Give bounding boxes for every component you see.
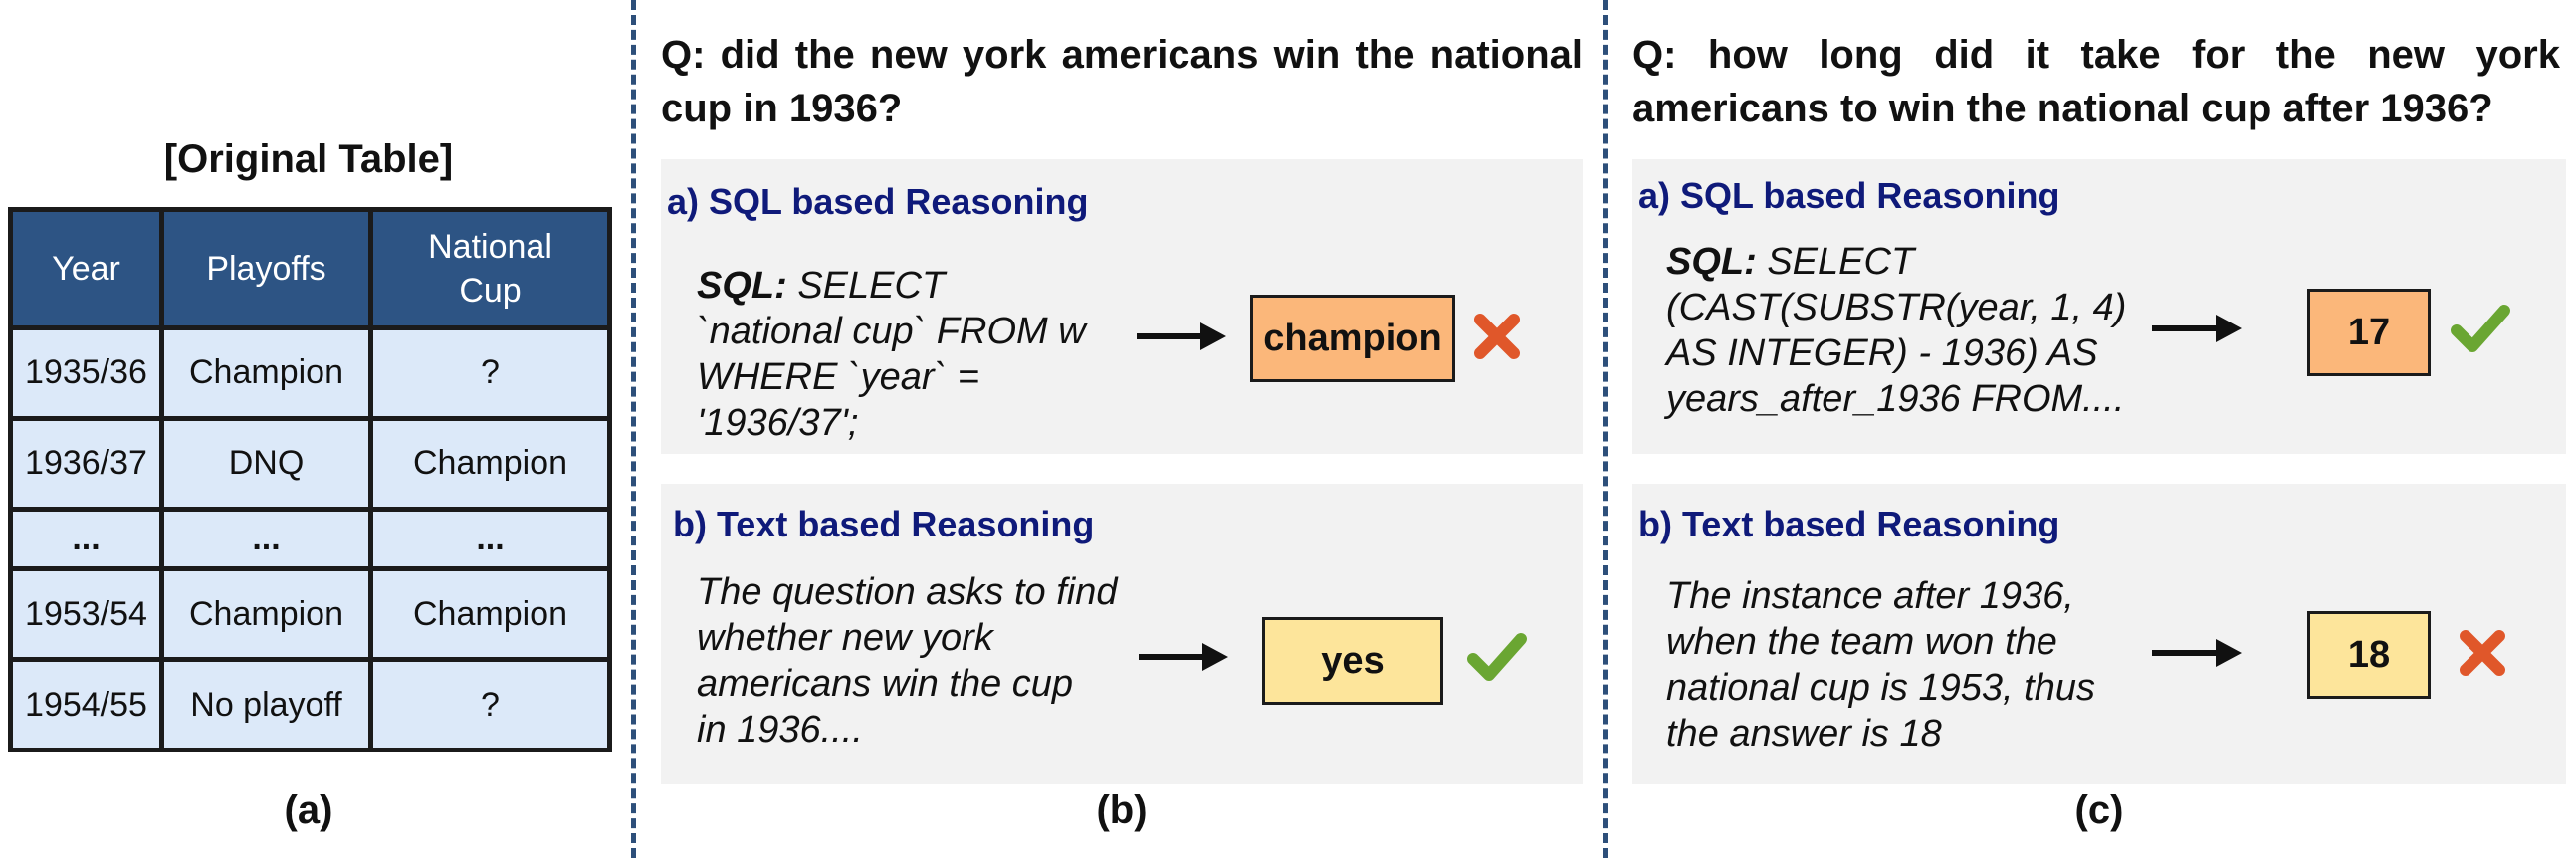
reasoning-line: The question asks to find	[697, 571, 1118, 613]
caption-b: (b)	[1096, 788, 1148, 832]
table-header-row: Year Playoffs National Cup	[8, 207, 612, 330]
check-icon	[1467, 631, 1527, 683]
table-row: 1954/55 No playoff ?	[8, 657, 612, 752]
table-cell: 1936/37	[8, 415, 164, 512]
table-cell: Champion	[368, 415, 612, 512]
text-reasoning-c: The instance after 1936, when the team w…	[1666, 573, 2164, 756]
reasoning-line: the answer is 18	[1666, 713, 1942, 754]
header-national-cup: National Cup	[368, 207, 612, 330]
cross-icon	[1471, 311, 1523, 362]
sql-line: SELECT	[786, 265, 946, 307]
caption-a: (a)	[284, 788, 333, 832]
table-row: 1935/36 Champion ?	[8, 325, 612, 421]
header-playoffs: Playoffs	[159, 207, 373, 330]
arrow-icon	[1137, 637, 1230, 677]
answer-box-text-b: yes	[1262, 617, 1443, 705]
table-cell: Champion	[159, 566, 373, 663]
table-row: 1953/54 Champion Champion	[8, 566, 612, 663]
header-year: Year	[8, 207, 164, 330]
answer-box-text-c: 18	[2307, 611, 2431, 699]
reasoning-line: national cup is 1953, thus	[1666, 667, 2095, 709]
table-cell: ...	[8, 506, 164, 572]
divider-right	[1603, 0, 1608, 858]
table-cell: 1935/36	[8, 325, 164, 421]
check-icon	[2451, 303, 2510, 354]
arrow-icon	[1135, 317, 1228, 356]
sql-line: AS INTEGER) - 1936) AS	[1666, 332, 2098, 374]
sql-line: years_after_1936 FROM....	[1666, 378, 2125, 420]
reasoning-line: in 1936....	[697, 709, 863, 751]
table-cell: No playoff	[159, 657, 373, 752]
table-cell: DNQ	[159, 415, 373, 512]
sql-query-b: SQL: SELECT `national cup` FROM w WHERE …	[697, 263, 1135, 446]
table-cell: 1954/55	[8, 657, 164, 752]
arrow-icon	[2150, 309, 2244, 348]
sql-line: (CAST(SUBSTR(year, 1, 4)	[1666, 287, 2127, 328]
reasoning-line: americans win the cup	[697, 663, 1074, 705]
table-cell: Champion	[368, 566, 612, 663]
reasoning-line: The instance after 1936,	[1666, 575, 2074, 617]
text-reasoning-b: The question asks to find whether new yo…	[697, 569, 1155, 752]
sql-prefix: SQL:	[697, 265, 787, 307]
sql-query-c: SQL: SELECT (CAST(SUBSTR(year, 1, 4) AS …	[1666, 239, 2154, 422]
question-b: Q: did the new york americans win the na…	[661, 33, 1583, 130]
table-cell: ?	[368, 657, 612, 752]
table-cell: Champion	[159, 325, 373, 421]
table-cell: ...	[368, 506, 612, 572]
arrow-icon	[2150, 633, 2244, 673]
sql-line: SELECT	[1756, 241, 1915, 283]
text-reasoning-title-b: b) Text based Reasoning	[673, 504, 1095, 544]
sql-reasoning-title-c: a) SQL based Reasoning	[1638, 175, 2060, 216]
sql-reasoning-title-b: a) SQL based Reasoning	[667, 181, 1089, 222]
sql-line: `national cup` FROM w	[697, 311, 1086, 352]
sql-prefix: SQL:	[1666, 241, 1757, 283]
table-row-ellipsis: ... ... ...	[8, 506, 612, 572]
table-cell: 1953/54	[8, 566, 164, 663]
question-c: Q: how long did it take for the new york…	[1632, 33, 2560, 130]
answer-box-sql-c: 17	[2307, 289, 2431, 376]
text-reasoning-title-c: b) Text based Reasoning	[1638, 504, 2060, 544]
divider-left	[631, 0, 636, 858]
table-cell: ?	[368, 325, 612, 421]
caption-c: (c)	[2074, 788, 2124, 832]
answer-box-sql-b: champion	[1250, 295, 1455, 382]
cross-icon	[2457, 627, 2508, 679]
table-title: [Original Table]	[163, 137, 454, 181]
sql-line: WHERE `year` = '1936/37';	[697, 356, 979, 444]
reasoning-line: whether new york	[697, 617, 993, 659]
table-row: 1936/37 DNQ Champion	[8, 415, 612, 512]
reasoning-line: when the team won the	[1666, 621, 2057, 663]
original-table: Year Playoffs National Cup 1935/36 Champ…	[8, 207, 612, 752]
table-cell: ...	[159, 506, 373, 572]
